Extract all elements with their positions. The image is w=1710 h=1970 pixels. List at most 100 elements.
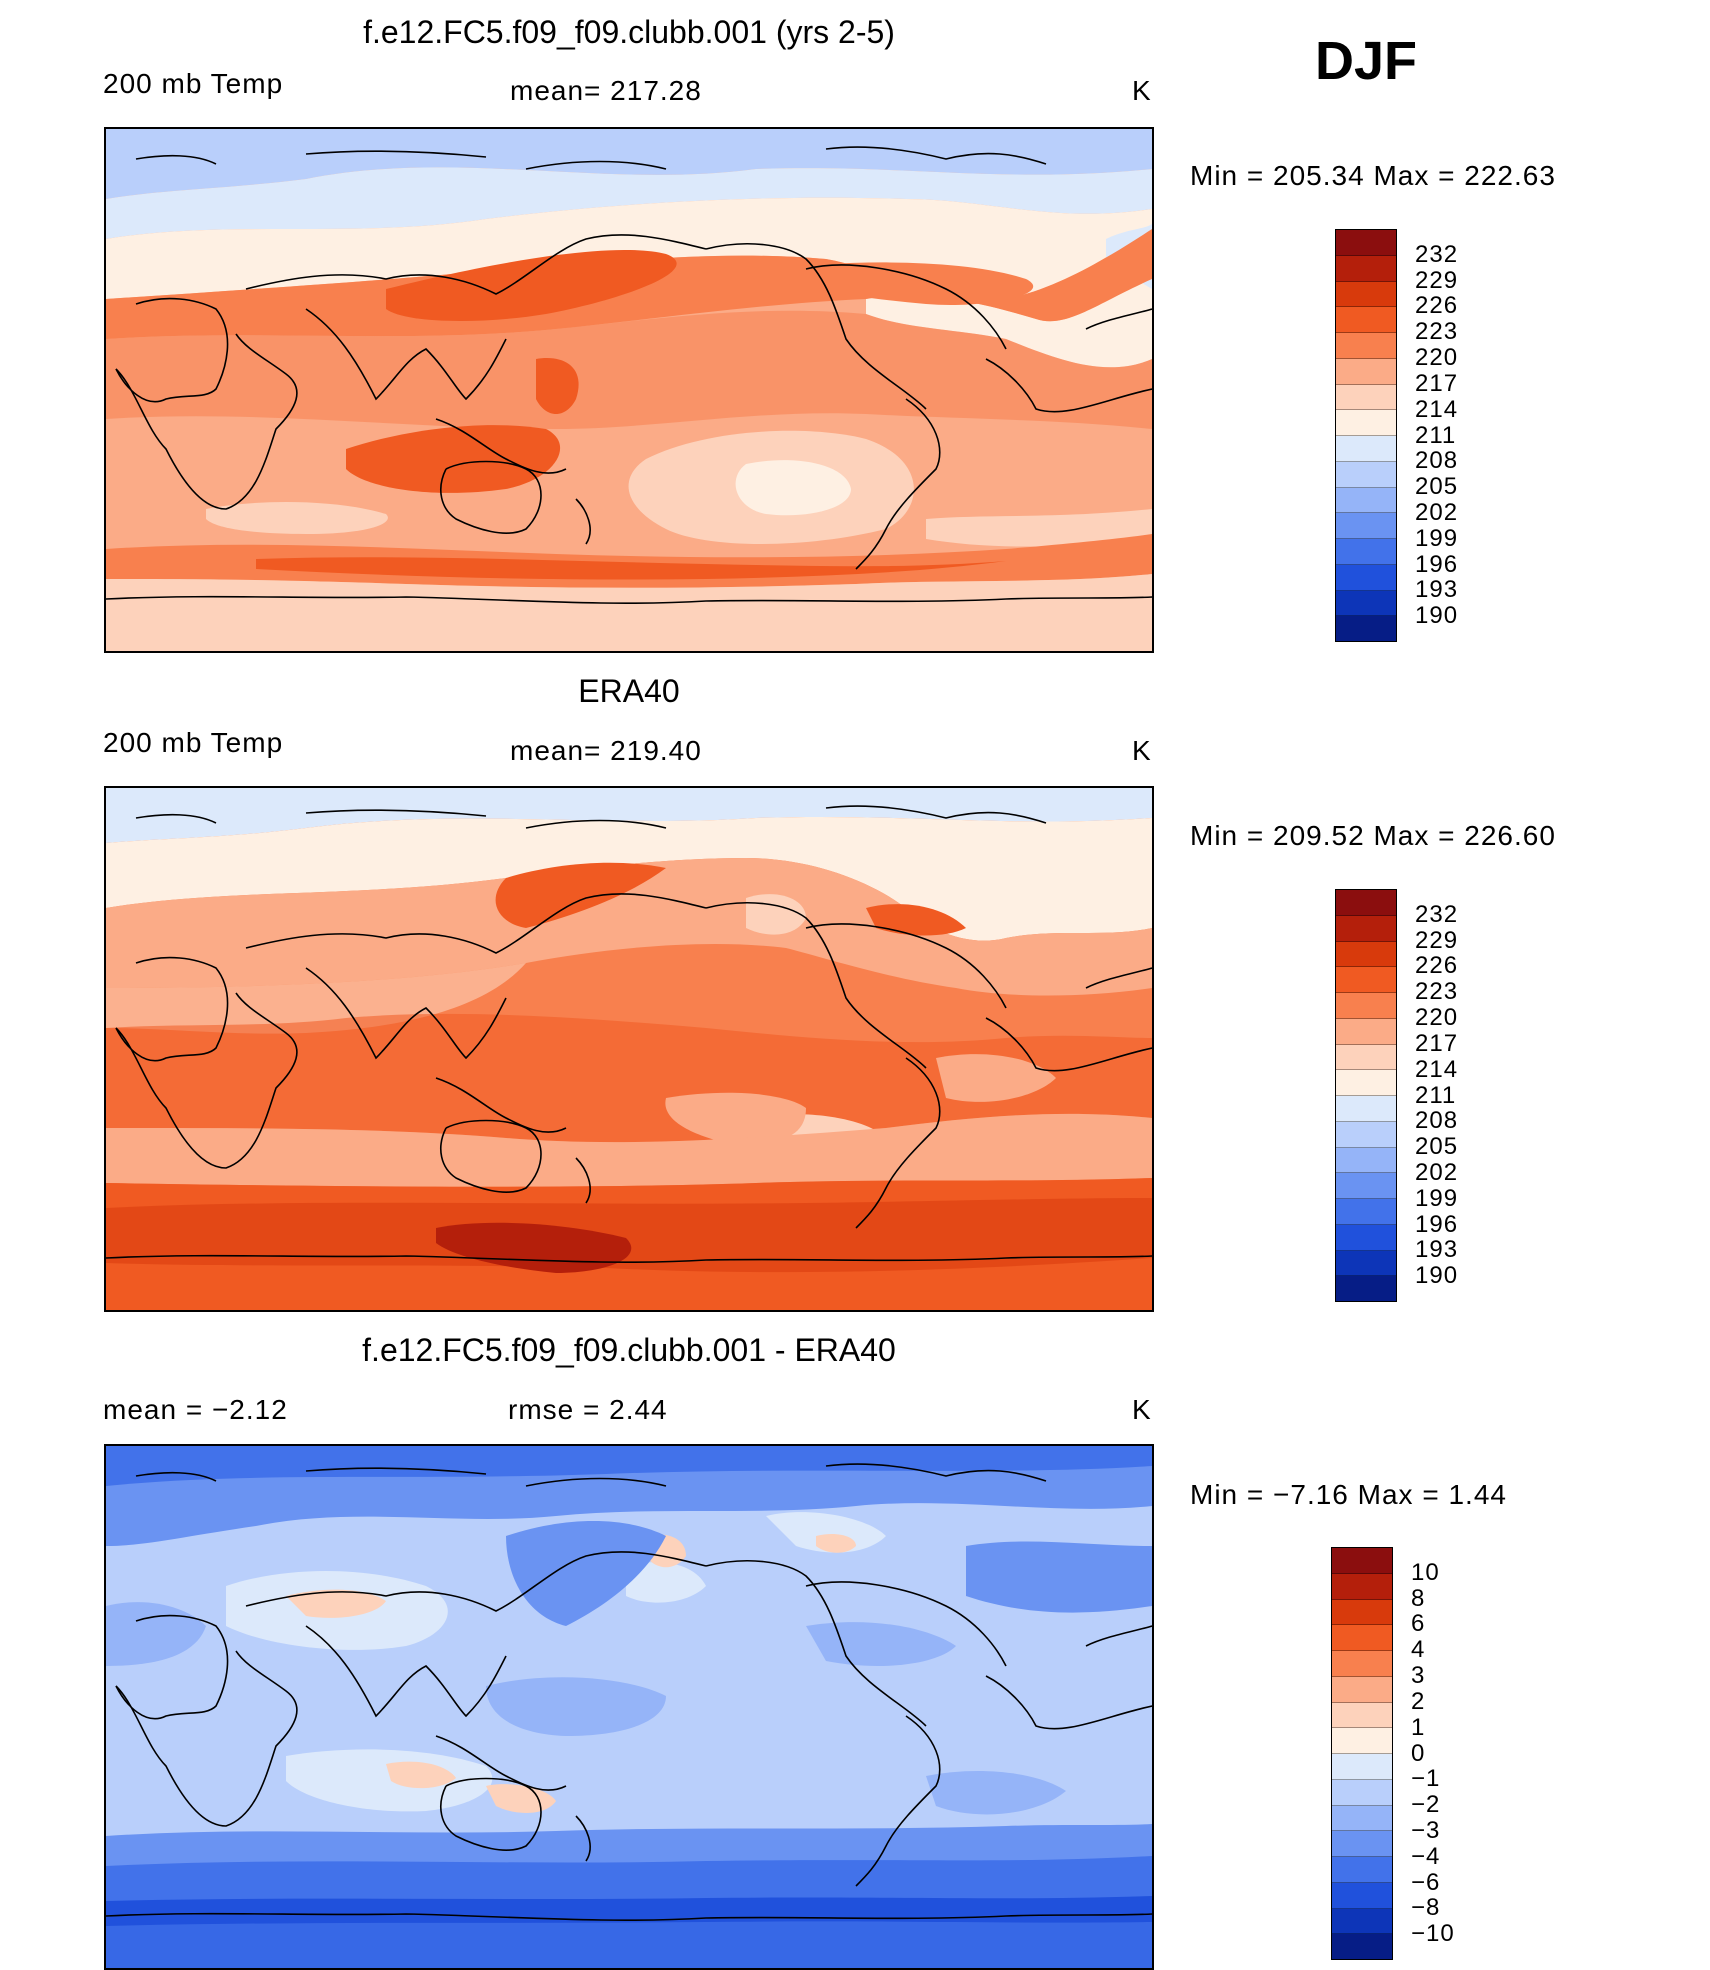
colorbar-tick-label: 211	[1415, 421, 1457, 449]
colorbar-tick-label: 220	[1415, 1004, 1459, 1032]
colorbar-segment	[1336, 1276, 1396, 1301]
colorbar-segment	[1336, 1070, 1396, 1096]
panel-2-colorbar-segments	[1336, 890, 1396, 1301]
colorbar-segment	[1336, 436, 1396, 462]
panel-1-map	[104, 127, 1154, 653]
panel-3-map	[104, 1444, 1154, 1970]
colorbar-tick-label: 205	[1415, 473, 1459, 501]
colorbar-segment	[1336, 1018, 1396, 1045]
colorbar-tick-label: 196	[1415, 550, 1459, 578]
panel-1-minmax: Min = 205.34 Max = 222.63	[1190, 160, 1556, 191]
colorbar-tick-label: 190	[1415, 602, 1459, 630]
colorbar-tick-label: 193	[1415, 576, 1459, 604]
panel-2-left-label: 200 mb Temp	[103, 727, 284, 758]
colorbar-segment	[1336, 1224, 1396, 1251]
colorbar-tick-label: −10	[1411, 1920, 1455, 1948]
colorbar-segment	[1332, 1754, 1392, 1780]
colorbar-tick-label: 217	[1415, 369, 1459, 397]
colorbar-tick-label: 1	[1411, 1713, 1426, 1741]
colorbar-tick-label: 214	[1415, 1055, 1459, 1083]
colorbar-segment	[1336, 333, 1396, 359]
colorbar-segment	[1336, 564, 1396, 591]
colorbar-segment	[1336, 616, 1396, 641]
colorbar-tick-label: 220	[1415, 344, 1459, 372]
panel-3-title: f.e12.FC5.f09_f09.clubb.001 - ERA40	[362, 1332, 896, 1368]
colorbar-tick-label: 190	[1415, 1262, 1459, 1290]
panel-1-title: f.e12.FC5.f09_f09.clubb.001 (yrs 2-5)	[363, 14, 895, 50]
colorbar-segment	[1336, 255, 1396, 282]
colorbar-segment	[1336, 281, 1396, 308]
colorbar-tick-label: 199	[1415, 524, 1459, 552]
colorbar-segment	[1332, 1651, 1392, 1677]
season-label: DJF	[1315, 31, 1418, 91]
colorbar-segment	[1336, 1121, 1396, 1148]
panel-1-colorbar-segments	[1336, 230, 1396, 641]
colorbar-tick-label: −6	[1411, 1868, 1441, 1896]
colorbar-tick-label: 223	[1415, 978, 1459, 1006]
colorbar-tick-label: 2	[1411, 1687, 1426, 1715]
colorbar-segment	[1336, 539, 1396, 565]
colorbar-segment	[1332, 1702, 1392, 1729]
colorbar-segment	[1332, 1882, 1392, 1909]
colorbar-tick-label: 193	[1415, 1236, 1459, 1264]
colorbar-tick-label: 3	[1411, 1662, 1426, 1690]
colorbar-tick-label: 202	[1415, 498, 1459, 526]
colorbar-tick-label: −4	[1411, 1842, 1441, 1870]
panel-2-minmax: Min = 209.52 Max = 226.60	[1190, 820, 1556, 851]
colorbar-segment	[1336, 1250, 1396, 1277]
colorbar-segment	[1332, 1573, 1392, 1600]
colorbar-tick-label: 208	[1415, 1107, 1459, 1135]
colorbar-tick-label: 229	[1415, 266, 1459, 294]
colorbar-segment	[1336, 1096, 1396, 1122]
colorbar-segment	[1336, 1044, 1396, 1071]
colorbar-segment	[1332, 1625, 1392, 1651]
colorbar-tick-label: 211	[1415, 1081, 1457, 1109]
colorbar-segment	[1336, 967, 1396, 993]
colorbar-segment	[1332, 1676, 1392, 1703]
colorbar-tick-label: 226	[1415, 292, 1459, 320]
panel-2-map	[104, 786, 1154, 1312]
panel-3-center-label: rmse = 2.44	[508, 1394, 668, 1425]
colorbar-segment	[1336, 993, 1396, 1019]
colorbar-tick-label: 208	[1415, 447, 1459, 475]
colorbar-tick-label: −8	[1411, 1894, 1441, 1922]
colorbar-tick-label: 226	[1415, 952, 1459, 980]
colorbar-segment	[1332, 1548, 1392, 1574]
panel-2-title: ERA40	[578, 673, 680, 709]
panel-2-units: K	[1132, 735, 1152, 766]
colorbar-tick-label: −3	[1411, 1816, 1441, 1844]
colorbar-tick-label: −2	[1411, 1791, 1441, 1819]
colorbar-segment	[1332, 1779, 1392, 1806]
colorbar-segment	[1332, 1805, 1392, 1832]
colorbar-segment	[1336, 230, 1396, 256]
colorbar-tick-label: 232	[1415, 900, 1459, 928]
colorbar-segment	[1336, 1147, 1396, 1174]
colorbar-tick-label: 0	[1411, 1739, 1426, 1767]
colorbar-segment	[1336, 384, 1396, 411]
colorbar-segment	[1336, 307, 1396, 333]
colorbar-segment	[1336, 513, 1396, 539]
colorbar-tick-label: 202	[1415, 1158, 1459, 1186]
colorbar-segment	[1332, 1908, 1392, 1935]
colorbar-segment	[1336, 941, 1396, 968]
colorbar-segment	[1336, 590, 1396, 617]
colorbar-segment	[1332, 1831, 1392, 1857]
panel-3-units: K	[1132, 1394, 1152, 1425]
panel-2-center-label: mean= 219.40	[510, 735, 702, 766]
colorbar-tick-label: −1	[1411, 1765, 1441, 1793]
colorbar-tick-label: 6	[1411, 1610, 1426, 1638]
colorbar-segment	[1332, 1857, 1392, 1883]
colorbar-segment	[1336, 915, 1396, 942]
panel-3-colorbar-segments	[1332, 1548, 1392, 1959]
colorbar-tick-label: 205	[1415, 1133, 1459, 1161]
colorbar-segment	[1336, 487, 1396, 514]
colorbar-tick-label: 196	[1415, 1210, 1459, 1238]
colorbar-segment	[1332, 1599, 1392, 1626]
colorbar-tick-label: 232	[1415, 240, 1459, 268]
colorbar-tick-label: 214	[1415, 395, 1459, 423]
panel-1-center-label: mean= 217.28	[510, 75, 702, 106]
panel-3-left-label: mean = −2.12	[103, 1394, 288, 1425]
panel-3-minmax: Min = −7.16 Max = 1.44	[1190, 1479, 1507, 1510]
colorbar-segment	[1332, 1934, 1392, 1959]
colorbar-segment	[1336, 1173, 1396, 1199]
